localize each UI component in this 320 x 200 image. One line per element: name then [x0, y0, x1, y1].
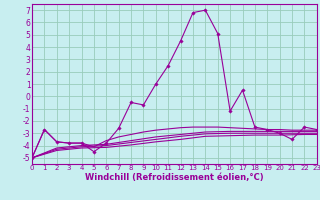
- X-axis label: Windchill (Refroidissement éolien,°C): Windchill (Refroidissement éolien,°C): [85, 173, 264, 182]
